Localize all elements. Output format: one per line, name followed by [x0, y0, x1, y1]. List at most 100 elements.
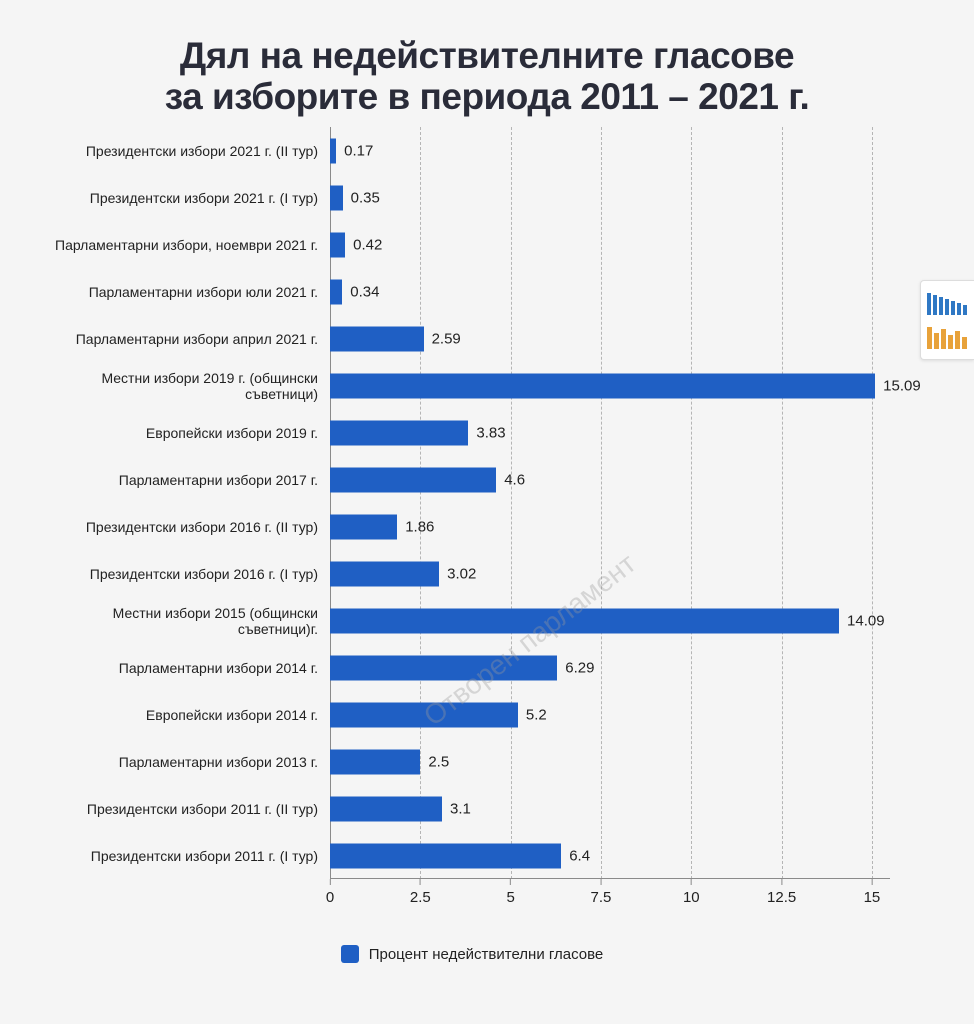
chart-row: Парламентарни избори, ноември 2021 г. 0.4…: [40, 221, 904, 268]
x-tick: 12.5: [767, 879, 796, 906]
bar-area: 15.09: [330, 362, 904, 409]
x-tick-label: 5: [506, 889, 514, 906]
bar: [330, 467, 496, 492]
title-line-2: за изборите в периода 2011 – 2021 г.: [165, 76, 810, 117]
chart-row: Президентски избори 2011 г. (I тур) 6.4: [40, 832, 904, 879]
chart: Президентски избори 2021 г. (II тур)0.17…: [40, 127, 904, 963]
row-label: Европейски избори 2014 г.: [40, 707, 330, 723]
chart-row: Президентски избори 2016 г. (I тур) 3.02: [40, 550, 904, 597]
bar-wrap: 0.17: [330, 138, 373, 163]
tick-mark: [691, 879, 692, 885]
bar-value: 3.02: [447, 565, 476, 582]
bar-value: 5.2: [526, 706, 547, 723]
x-tick: 7.5: [591, 879, 612, 906]
row-label: Парламентарни избори юли 2021 г.: [40, 284, 330, 300]
bar-value: 6.4: [569, 847, 590, 864]
tick-mark: [330, 879, 331, 885]
bar: [330, 796, 442, 821]
row-label: Президентски избори 2016 г. (I тур): [40, 566, 330, 582]
bar-wrap: 15.09: [330, 373, 921, 398]
bar-area: 2.59: [330, 315, 904, 362]
tick-mark: [420, 879, 421, 885]
x-tick: 5: [506, 879, 514, 906]
bar-value: 1.86: [405, 518, 434, 535]
thumbnail-icon: [925, 287, 971, 355]
bar-value: 3.1: [450, 800, 471, 817]
bar-area: 2.5: [330, 738, 904, 785]
chart-row: Президентски избори 2021 г. (I тур) 0.35: [40, 174, 904, 221]
row-label: Парламентарни избори, ноември 2021 г.: [40, 237, 330, 253]
x-tick: 0: [326, 879, 334, 906]
bar-wrap: 3.83: [330, 420, 506, 445]
row-label: Европейски избори 2019 г.: [40, 425, 330, 441]
plot-area: Президентски избори 2021 г. (II тур)0.17…: [40, 127, 904, 879]
bar-wrap: 0.35: [330, 185, 380, 210]
chart-row: Президентски избори 2011 г. (II тур)3.1: [40, 785, 904, 832]
bar: [330, 655, 557, 680]
bar-area: 6.4: [330, 832, 904, 879]
row-label: Президентски избори 2021 г. (I тур): [40, 190, 330, 206]
bar: [330, 702, 518, 727]
bar: [330, 138, 336, 163]
row-label: Парламентарни избори 2017 г.: [40, 472, 330, 488]
bar-wrap: 2.5: [330, 749, 449, 774]
chart-row: Местни избори 2019 г. (общински съветниц…: [40, 362, 904, 409]
bar-wrap: 1.86: [330, 514, 434, 539]
bar-wrap: 4.6: [330, 467, 525, 492]
bar: [330, 608, 839, 633]
chart-row: Парламентарни избори 2017 г. 4.6: [40, 456, 904, 503]
bar-wrap: 6.29: [330, 655, 594, 680]
chart-row: Президентски избори 2021 г. (II тур)0.17: [40, 127, 904, 174]
bar-area: 0.42: [330, 221, 904, 268]
bar-area: 14.09: [330, 597, 904, 644]
row-label: Президентски избори 2016 г. (II тур): [40, 519, 330, 535]
bar-value: 15.09: [883, 377, 921, 394]
bar-area: 4.6: [330, 456, 904, 503]
thumbnail-widget[interactable]: [920, 280, 974, 360]
x-tick: 15: [864, 879, 881, 906]
bar-value: 2.59: [432, 330, 461, 347]
row-label: Парламентарни избори април 2021 г.: [40, 331, 330, 347]
chart-row: Парламентарни избори 2013 г.2.5: [40, 738, 904, 785]
bar-value: 14.09: [847, 612, 885, 629]
bar-wrap: 0.34: [330, 279, 379, 304]
bar-area: 3.1: [330, 785, 904, 832]
legend-label: Процент недействителни гласове: [369, 946, 604, 963]
bar-value: 6.29: [565, 659, 594, 676]
bar: [330, 279, 342, 304]
bar-value: 0.35: [351, 189, 380, 206]
bar-area: 1.86: [330, 503, 904, 550]
tick-mark: [871, 879, 872, 885]
page: Дял на недействителните гласове за избор…: [0, 0, 974, 1024]
x-tick-label: 10: [683, 889, 700, 906]
row-label: Парламентарни избори 2013 г.: [40, 754, 330, 770]
row-label: Президентски избори 2011 г. (I тур): [40, 848, 330, 864]
tick-mark: [600, 879, 601, 885]
bar-value: 4.6: [504, 471, 525, 488]
x-tick-label: 15: [864, 889, 881, 906]
title-line-1: Дял на недействителните гласове: [180, 35, 794, 76]
bar: [330, 232, 345, 257]
bar: [330, 373, 875, 398]
tick-mark: [510, 879, 511, 885]
x-tick: 2.5: [410, 879, 431, 906]
bar: [330, 420, 468, 445]
bar-wrap: 5.2: [330, 702, 547, 727]
bar: [330, 514, 397, 539]
bar: [330, 561, 439, 586]
legend-swatch: [341, 945, 359, 963]
chart-row: Европейски избори 2019 г. 3.83: [40, 409, 904, 456]
x-tick-label: 12.5: [767, 889, 796, 906]
bar-area: 3.02: [330, 550, 904, 597]
x-axis: 02.557.51012.515: [330, 879, 890, 909]
row-label: Президентски избори 2021 г. (II тур): [40, 143, 330, 159]
bar-area: 0.17: [330, 127, 904, 174]
bar-value: 3.83: [476, 424, 505, 441]
bar-area: 5.2: [330, 691, 904, 738]
x-tick-label: 0: [326, 889, 334, 906]
bar-area: 6.29: [330, 644, 904, 691]
bar-value: 0.42: [353, 236, 382, 253]
bar: [330, 185, 343, 210]
bar: [330, 749, 420, 774]
bar-value: 0.34: [350, 283, 379, 300]
